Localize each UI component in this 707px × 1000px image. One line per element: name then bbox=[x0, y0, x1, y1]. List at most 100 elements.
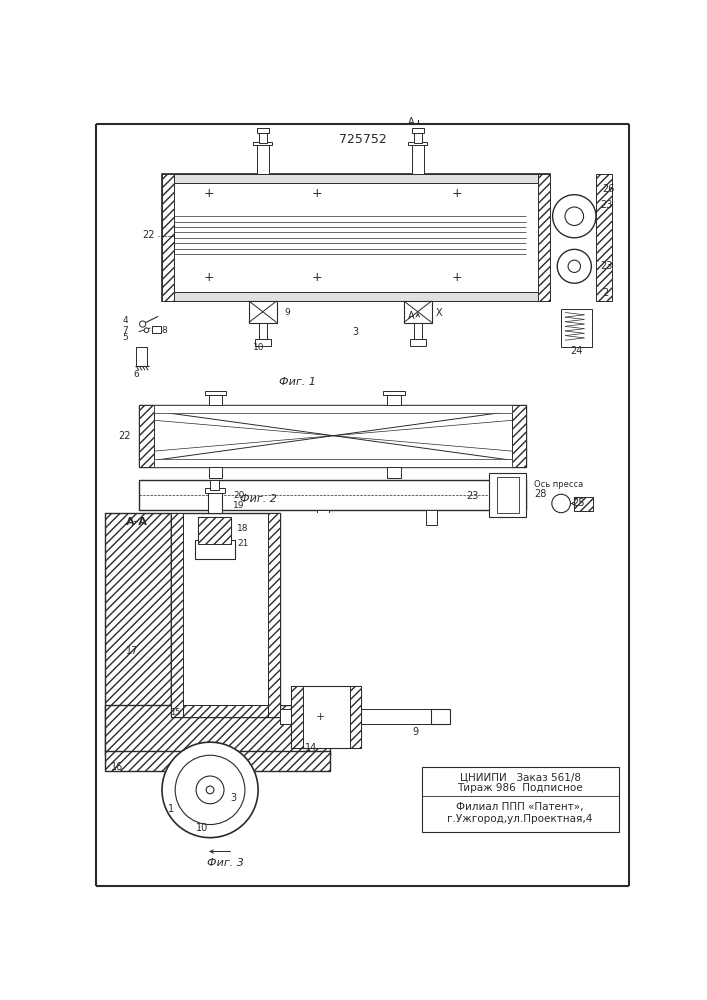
Text: ЦНИИПИ   Заказ 561/8: ЦНИИПИ Заказ 561/8 bbox=[460, 773, 580, 783]
Text: 7: 7 bbox=[123, 326, 129, 335]
Bar bbox=[199, 517, 231, 544]
Bar bbox=[280, 709, 435, 724]
Circle shape bbox=[206, 786, 214, 794]
Text: A: A bbox=[408, 311, 415, 321]
Bar bbox=[431, 709, 450, 724]
Bar bbox=[152, 326, 161, 333]
Text: 14: 14 bbox=[305, 743, 317, 753]
Bar bbox=[171, 513, 280, 717]
Text: +: + bbox=[203, 271, 214, 284]
Circle shape bbox=[162, 742, 258, 838]
Text: 8: 8 bbox=[161, 326, 167, 335]
Bar bbox=[421, 767, 619, 832]
Bar bbox=[154, 459, 513, 466]
Bar bbox=[162, 174, 174, 301]
Circle shape bbox=[196, 776, 224, 804]
Bar bbox=[139, 405, 526, 466]
Bar bbox=[411, 128, 424, 133]
Bar bbox=[383, 391, 404, 395]
Bar bbox=[280, 713, 435, 721]
Bar bbox=[209, 393, 223, 405]
Circle shape bbox=[565, 207, 583, 225]
Text: 24: 24 bbox=[571, 346, 583, 356]
Bar bbox=[136, 347, 147, 366]
Text: 13: 13 bbox=[232, 705, 243, 714]
Bar bbox=[105, 705, 330, 755]
Bar bbox=[208, 491, 222, 513]
Text: +: + bbox=[315, 712, 325, 722]
Bar bbox=[257, 128, 269, 133]
Text: 725752: 725752 bbox=[339, 133, 387, 146]
Text: 2: 2 bbox=[602, 288, 609, 298]
Circle shape bbox=[144, 328, 149, 333]
Bar bbox=[255, 339, 271, 346]
Text: 9: 9 bbox=[412, 727, 419, 737]
Text: 22: 22 bbox=[142, 231, 154, 240]
Bar bbox=[209, 510, 220, 525]
Bar bbox=[162, 292, 549, 301]
Text: 23: 23 bbox=[600, 261, 612, 271]
Text: 9: 9 bbox=[284, 308, 290, 317]
Bar bbox=[317, 510, 329, 525]
Bar bbox=[573, 497, 593, 511]
Bar bbox=[404, 301, 432, 323]
Bar bbox=[249, 301, 276, 323]
Text: 16: 16 bbox=[111, 762, 123, 772]
Text: X: X bbox=[436, 308, 443, 318]
Text: +: + bbox=[312, 271, 322, 284]
Bar bbox=[204, 391, 226, 395]
Text: 11: 11 bbox=[189, 708, 200, 717]
Bar bbox=[409, 142, 427, 145]
Text: 15: 15 bbox=[170, 708, 180, 717]
Bar bbox=[259, 323, 267, 342]
Bar bbox=[410, 339, 426, 346]
Circle shape bbox=[568, 260, 580, 272]
Text: Тираж 986  Подписное: Тираж 986 Подписное bbox=[457, 783, 583, 793]
Bar bbox=[257, 143, 269, 174]
Bar bbox=[291, 686, 303, 748]
Circle shape bbox=[557, 249, 591, 283]
Text: a: a bbox=[182, 708, 188, 717]
Bar bbox=[489, 473, 526, 517]
Text: A-A: A-A bbox=[125, 517, 147, 527]
Text: 3: 3 bbox=[353, 327, 359, 337]
Text: Ось пресса: Ось пресса bbox=[534, 480, 583, 489]
Circle shape bbox=[175, 755, 245, 825]
Bar bbox=[426, 510, 437, 525]
Bar bbox=[387, 467, 401, 478]
Bar bbox=[171, 513, 183, 717]
Bar bbox=[411, 143, 424, 174]
Bar bbox=[105, 751, 330, 771]
Text: 18: 18 bbox=[237, 524, 249, 533]
Circle shape bbox=[139, 321, 146, 327]
Bar bbox=[183, 705, 268, 717]
Bar bbox=[209, 467, 223, 478]
Bar bbox=[183, 705, 268, 717]
Text: 17: 17 bbox=[127, 646, 139, 656]
Bar bbox=[194, 540, 235, 559]
Circle shape bbox=[553, 195, 596, 238]
Text: +: + bbox=[451, 187, 462, 200]
Text: +: + bbox=[451, 271, 462, 284]
Bar bbox=[596, 174, 612, 301]
Text: 5: 5 bbox=[123, 333, 129, 342]
Text: +: + bbox=[203, 187, 214, 200]
Bar bbox=[414, 132, 421, 143]
Text: 28: 28 bbox=[534, 489, 547, 499]
Text: 1: 1 bbox=[168, 804, 175, 814]
Bar bbox=[210, 480, 219, 490]
Bar bbox=[253, 142, 272, 145]
Text: 10: 10 bbox=[196, 823, 209, 833]
Bar bbox=[387, 393, 401, 405]
Bar bbox=[259, 132, 267, 143]
Bar bbox=[497, 477, 518, 513]
Text: A: A bbox=[408, 117, 415, 127]
Bar bbox=[162, 174, 549, 183]
Bar bbox=[561, 309, 592, 347]
Text: 3: 3 bbox=[230, 793, 236, 803]
Circle shape bbox=[552, 494, 571, 513]
Text: 10: 10 bbox=[253, 343, 264, 352]
Text: 12: 12 bbox=[205, 705, 216, 714]
Bar bbox=[573, 497, 593, 511]
Text: +: + bbox=[312, 187, 322, 200]
